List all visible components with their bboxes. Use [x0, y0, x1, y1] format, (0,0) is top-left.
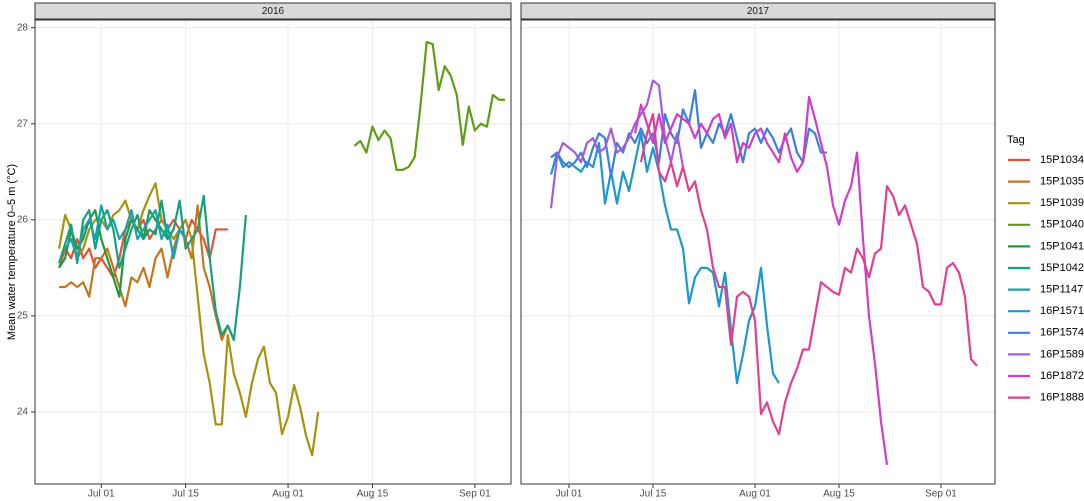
y-tick-label: 24	[17, 407, 29, 418]
x-tick-label: Jul 01	[556, 489, 583, 500]
legend-label: 15P1041	[1040, 240, 1084, 252]
legend-label: 15P1039	[1040, 197, 1084, 209]
x-tick-label: Jul 15	[172, 489, 199, 500]
strip	[520, 2, 996, 20]
x-tick-label: Jul 01	[88, 489, 115, 500]
x-tick-label: Aug 15	[823, 489, 855, 500]
data-line	[59, 204, 235, 341]
legend-label: 16P1872	[1040, 370, 1084, 382]
strip	[34, 2, 512, 20]
panel-border	[34, 19, 512, 485]
y-tick-label: 26	[17, 214, 29, 225]
data-line	[64, 204, 187, 260]
strip-label: 2017	[747, 6, 770, 17]
legend-label: 16P1571	[1040, 305, 1084, 317]
x-tick-label: Sep 01	[459, 489, 491, 500]
strip-label: 2016	[262, 6, 285, 17]
y-tick-label: 25	[17, 311, 29, 322]
legend-label: 15P1042	[1040, 262, 1084, 274]
data-line	[58, 209, 175, 298]
legend-label: 16P1589	[1040, 348, 1084, 360]
y-axis-title: Mean water temperature 0–5 m (°C)	[6, 164, 18, 340]
data-line	[549, 132, 780, 385]
data-line	[353, 41, 505, 171]
legend-title: Tag	[1007, 134, 1025, 146]
data-line	[58, 194, 247, 341]
legend-label: 16P1574	[1040, 327, 1084, 339]
data-line	[639, 113, 978, 436]
data-line	[633, 95, 889, 465]
y-tick-label: 28	[17, 22, 29, 33]
legend-label: 16P1888	[1040, 392, 1084, 404]
data-line	[549, 79, 685, 209]
panel-border	[520, 19, 996, 485]
legend-label: 15P1034	[1040, 154, 1084, 166]
x-tick-label: Jul 15	[640, 489, 667, 500]
legend-label: 15P1147	[1040, 284, 1083, 296]
y-tick-label: 27	[17, 118, 29, 129]
x-tick-label: Sep 01	[925, 489, 957, 500]
legend-label: 15P1040	[1040, 219, 1084, 231]
data-line	[58, 182, 320, 457]
x-tick-label: Aug 01	[272, 489, 304, 500]
x-tick-label: Aug 01	[739, 489, 771, 500]
x-tick-label: Aug 15	[357, 489, 389, 500]
legend-label: 15P1035	[1040, 176, 1084, 188]
